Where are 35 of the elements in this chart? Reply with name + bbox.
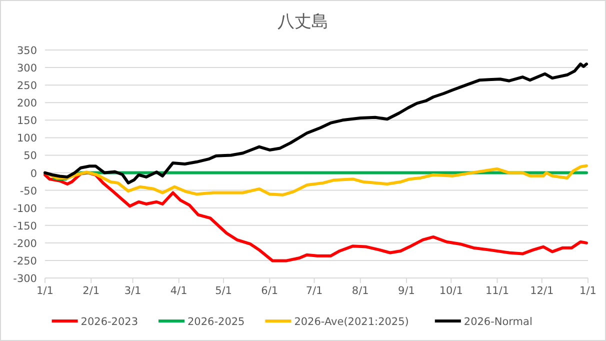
y-tick-label: 350 — [16, 45, 37, 57]
y-tick-label: -150 — [13, 220, 37, 232]
x-tick-label: 2/1 — [82, 285, 100, 297]
y-tick-label: 150 — [16, 115, 37, 128]
line-series — [44, 171, 588, 262]
y-tick-label: -100 — [13, 202, 37, 215]
y-tick-label: -250 — [13, 255, 37, 268]
y-tick-label: 200 — [16, 98, 37, 110]
x-tick-label: 1/1 — [36, 285, 54, 297]
y-tick-label: -50 — [20, 185, 37, 198]
legend-label: 2026-Normal — [464, 316, 532, 328]
line-series — [44, 62, 588, 184]
chart-title: 八丈島 — [278, 12, 328, 32]
x-tick-label: 3/1 — [124, 285, 142, 297]
x-tick-label: 6/1 — [261, 285, 278, 297]
y-tick-label: -200 — [13, 238, 37, 250]
x-tick-label: 1/1 — [580, 285, 596, 297]
x-tick-label: 11/1 — [485, 285, 510, 297]
y-tick-label: 250 — [16, 80, 37, 92]
legend-label: 2026-2025 — [188, 316, 245, 328]
y-tick-label: 0 — [30, 168, 37, 180]
x-tick-label: 5/1 — [215, 285, 232, 297]
y-tick-label: 300 — [16, 62, 37, 75]
x-tick-label: 12/1 — [530, 285, 554, 297]
legend-label: 2026-2023 — [80, 316, 138, 328]
x-tick-label: 7/1 — [306, 285, 323, 297]
line-series — [44, 164, 588, 196]
legend-label: 2026-Ave(2021:2025) — [294, 316, 409, 328]
y-tick-label: -300 — [13, 273, 37, 285]
y-tick-label: 100 — [16, 132, 37, 145]
x-tick-label: 9/1 — [398, 285, 415, 297]
x-tick-label: 10/1 — [439, 285, 463, 297]
y-tick-label: 50 — [24, 150, 37, 162]
x-tick-label: 4/1 — [170, 285, 188, 297]
x-tick-label: 8/1 — [352, 285, 369, 297]
